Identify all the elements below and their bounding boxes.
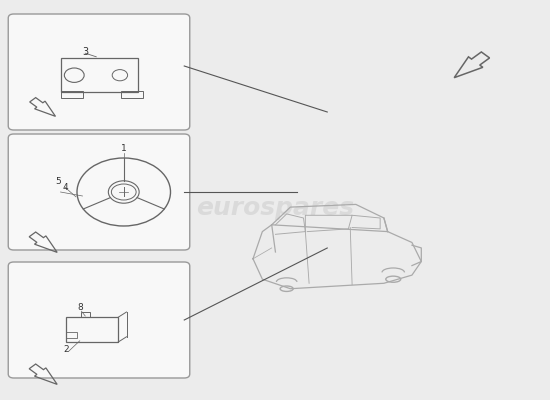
Bar (66, 317, 118, 342)
Text: 4: 4 (62, 183, 68, 192)
Bar (66, 332, 77, 338)
Text: 1: 1 (121, 144, 126, 153)
Bar (60, 58, 138, 92)
Bar (121, 91, 143, 98)
FancyBboxPatch shape (8, 134, 190, 250)
Text: eurospares: eurospares (196, 196, 354, 220)
Text: 2: 2 (63, 345, 69, 354)
Text: 3: 3 (82, 47, 89, 57)
FancyBboxPatch shape (8, 14, 190, 130)
Bar (81, 312, 90, 317)
FancyBboxPatch shape (8, 262, 190, 378)
Text: 8: 8 (77, 303, 82, 312)
Bar (60, 91, 82, 98)
Text: 5: 5 (55, 177, 60, 186)
